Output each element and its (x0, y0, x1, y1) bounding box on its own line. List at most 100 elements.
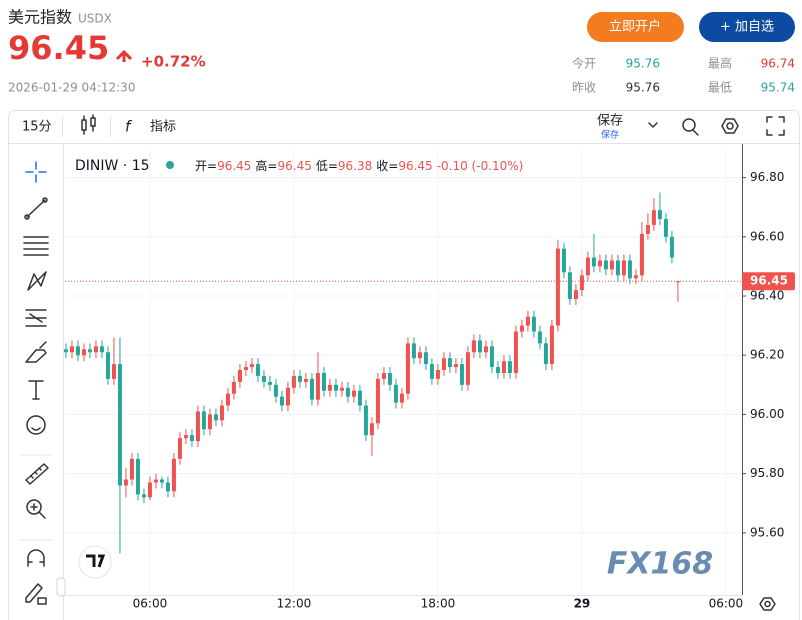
candle-body (645, 224, 650, 234)
watchlist-button[interactable] (699, 12, 795, 42)
drawing-tools[interactable] (23, 161, 49, 605)
candle-body (549, 325, 554, 365)
legend-label: 低= (316, 159, 338, 173)
candle-body (141, 494, 146, 498)
candle-body (447, 358, 452, 368)
legend-value: 96.38 (338, 159, 372, 173)
axis-settings[interactable] (759, 597, 776, 611)
candle-body (285, 387, 290, 406)
candle-body (219, 405, 224, 421)
candle-body (669, 236, 674, 258)
watchlist-label[interactable]: + 加自选 (720, 20, 774, 35)
collapse-toggle[interactable] (56, 577, 66, 597)
candle-body (603, 260, 608, 270)
candle-body (357, 390, 362, 406)
candle-body (249, 364, 254, 368)
candle-body (153, 479, 158, 483)
candle-body (303, 378, 308, 382)
candle-body (507, 361, 512, 373)
candle-body (81, 349, 86, 356)
candle-body (189, 435, 194, 442)
candle-body (495, 367, 500, 373)
candle-body (627, 260, 632, 279)
save[interactable]: 保存 (597, 114, 623, 129)
open-account-button[interactable] (587, 12, 684, 42)
stat-value: 95.74 (761, 81, 795, 95)
candle-body (489, 346, 494, 368)
legend-value: 96.45 (277, 159, 311, 173)
legend-value: 96.45 (217, 159, 251, 173)
candle-body (519, 325, 524, 332)
watermark: FX168 (607, 547, 713, 582)
candle-body (567, 272, 572, 299)
symbol: USDX (78, 12, 112, 26)
candle-body (579, 275, 584, 291)
stat-value: 95.76 (626, 57, 660, 71)
candle-body (87, 349, 92, 353)
quick-search-icon[interactable] (682, 118, 699, 136)
save-menu[interactable] (648, 122, 658, 128)
candle-body (477, 340, 482, 353)
stat-label: 最高 (708, 56, 732, 71)
candle-body (585, 257, 590, 276)
candle-body (543, 343, 548, 365)
candle-body (345, 387, 350, 397)
x-tick-label: 18:00 (421, 597, 456, 611)
candle-body (423, 352, 428, 365)
indicators[interactable]: 指标 (150, 120, 176, 135)
candle-body (531, 316, 536, 332)
stat-label: 昨收 (572, 81, 596, 95)
datetime: 2026-01-29 04:12:30 (8, 81, 135, 95)
candle-body (591, 257, 596, 267)
indicator-icon[interactable]: f (125, 118, 133, 136)
candle-body (393, 384, 398, 403)
candle-body (123, 479, 128, 486)
y-tick-label: 96.20 (750, 348, 784, 362)
candle-body (111, 364, 116, 379)
candle-body (363, 405, 368, 436)
candle-body (243, 367, 248, 371)
candle-body (207, 414, 212, 430)
candle-body (99, 346, 104, 353)
candle-body (237, 370, 242, 382)
candle-body (183, 435, 188, 439)
candle-body (657, 210, 662, 220)
settings-icon[interactable] (721, 118, 739, 134)
candle-body (297, 375, 302, 382)
candle-body (429, 364, 434, 379)
candle-type-icon[interactable] (81, 114, 96, 135)
candle-body (129, 458, 134, 480)
candle-body (351, 390, 356, 397)
candle-body (93, 346, 98, 353)
candle-body (267, 381, 272, 385)
candle-body (399, 393, 404, 403)
stat-label: 今开 (572, 56, 596, 71)
candle-body (63, 349, 68, 353)
candle-body (135, 458, 140, 495)
market-status (166, 161, 174, 169)
candle-body (327, 384, 332, 391)
ohlc-legend: 开=96.45 高=96.45 低=96.38 收=96.45 -0.10 (-0.10… (195, 158, 523, 173)
candle-body (483, 346, 488, 353)
open-account-label[interactable]: 立即开户 (609, 19, 661, 35)
last-price-tag (742, 272, 795, 291)
candle-body (213, 414, 218, 421)
candle-body (525, 316, 530, 326)
candle-body (201, 411, 206, 430)
candle-body (435, 370, 440, 379)
save-sub: 保存 (601, 129, 619, 141)
candle-body (555, 248, 560, 326)
candle-body (615, 260, 620, 276)
y-tick-label: 96.60 (750, 229, 784, 243)
legend-symbol: DINIW · 15 (75, 158, 150, 174)
x-tick-label: 29 (574, 597, 591, 611)
legend-change: -0.10 (-0.10%) (437, 159, 524, 173)
x-tick-label: 06:00 (133, 597, 168, 611)
candle-body (513, 331, 518, 373)
candle-body (441, 358, 446, 371)
interval[interactable]: 15分 (22, 120, 52, 135)
tv-logo-mark (86, 554, 106, 568)
candle-body (639, 233, 644, 276)
fullscreen-icon[interactable] (766, 116, 785, 136)
